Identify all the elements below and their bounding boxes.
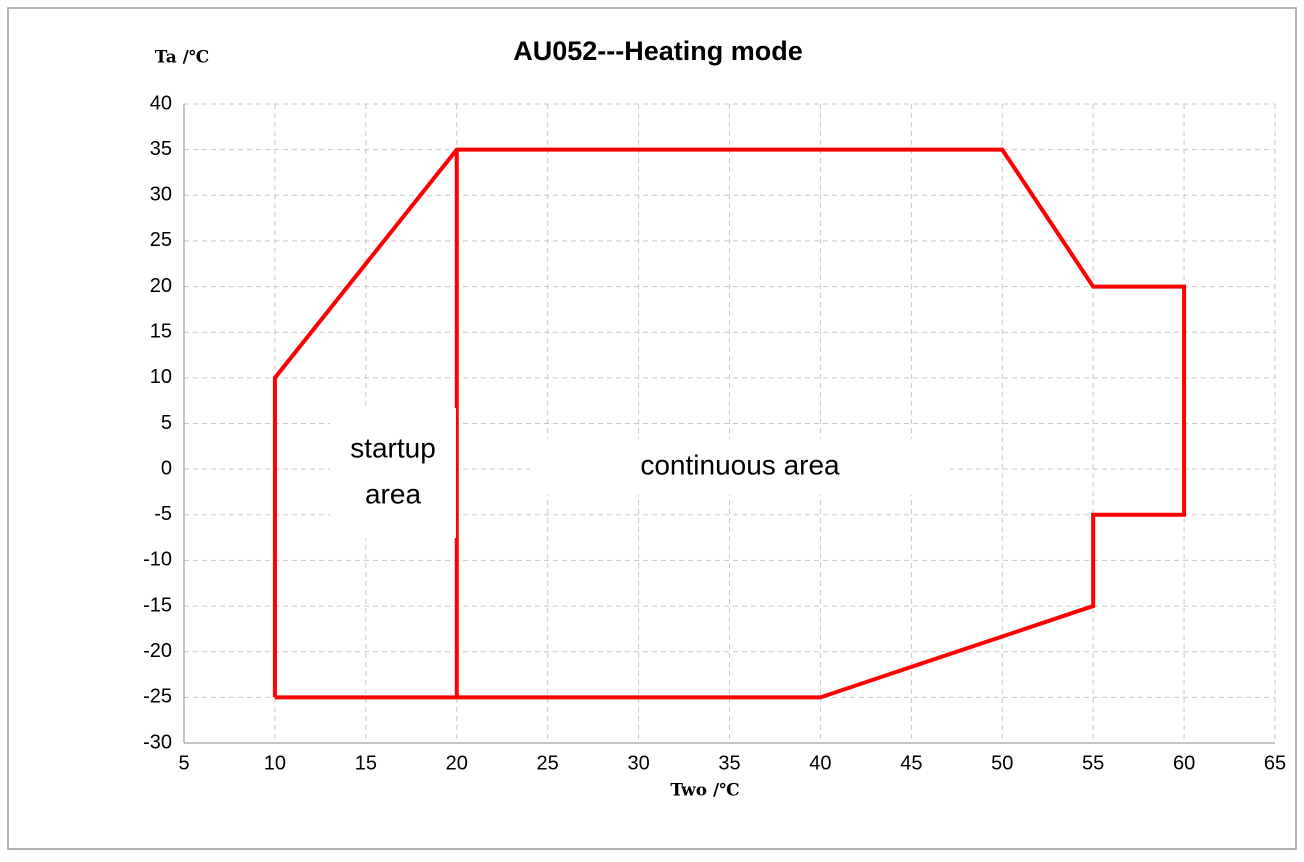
- y-tick-label: -30: [143, 731, 172, 753]
- envelope-line: [272, 147, 1187, 700]
- y-tick-label: 40: [150, 92, 172, 114]
- x-tick-label: 35: [718, 752, 740, 774]
- x-tick-label: 10: [264, 752, 286, 774]
- x-tick-label: 30: [627, 752, 649, 774]
- annotation: area: [365, 478, 421, 509]
- y-tick-label: 20: [150, 275, 172, 297]
- y-tick-label: -10: [143, 549, 172, 571]
- y-tick-label: 35: [150, 138, 172, 160]
- annotation: continuous area: [640, 449, 840, 480]
- annotation-background: [330, 408, 456, 538]
- x-tick-label: 55: [1082, 752, 1104, 774]
- y-tick-label: 5: [161, 412, 172, 434]
- y-tick-label: -20: [143, 640, 172, 662]
- y-tick-label: 0: [161, 457, 172, 479]
- y-tick-label: 15: [150, 320, 172, 342]
- y-tick-label: -5: [154, 503, 172, 525]
- y-tick-label: 25: [150, 229, 172, 251]
- chart-frame: [7, 7, 1297, 850]
- x-tick-label: 25: [537, 752, 559, 774]
- x-tick-label: 60: [1173, 752, 1195, 774]
- x-tick-label: 40: [809, 752, 831, 774]
- x-tick-label: 15: [355, 752, 377, 774]
- y-tick-label: -25: [143, 686, 172, 708]
- x-axis-label: Two /℃: [670, 781, 739, 801]
- chart-title: AU052---Heating mode: [513, 36, 803, 66]
- x-tick-label: 65: [1264, 752, 1286, 774]
- x-tick-label: 50: [991, 752, 1013, 774]
- x-tick-label: 20: [446, 752, 468, 774]
- x-tick-label: 45: [900, 752, 922, 774]
- annotation-background: [530, 439, 950, 495]
- y-tick-label: 30: [150, 184, 172, 206]
- x-tick-label: 5: [178, 752, 189, 774]
- y-axis-label: Ta /℃: [155, 48, 210, 68]
- annotation: startup: [350, 432, 436, 463]
- y-tick-label: 10: [150, 366, 172, 388]
- y-tick-label: -15: [143, 594, 172, 616]
